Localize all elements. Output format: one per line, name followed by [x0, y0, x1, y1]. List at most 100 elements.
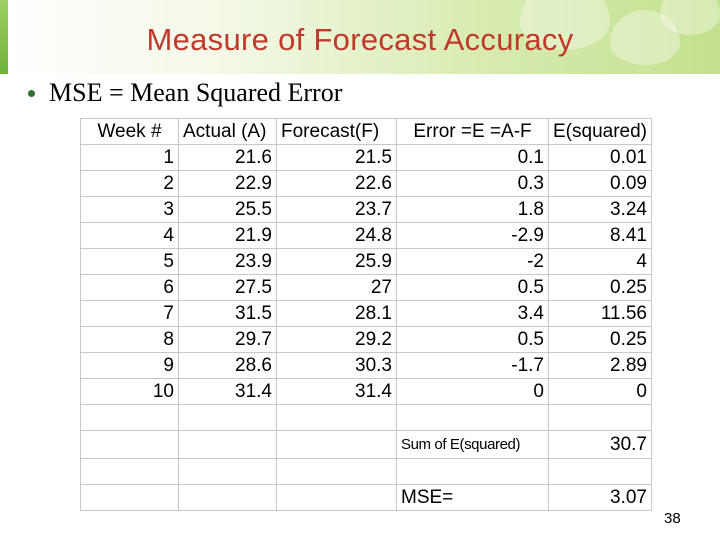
- table-cell-empty: [80, 404, 179, 431]
- table-row: 2 22.9 22.6 0.3 0.09: [80, 170, 652, 197]
- table-cell-empty: [276, 430, 397, 459]
- decorative-leaf-shape: [520, 0, 610, 50]
- table-cell: 28.1: [276, 300, 397, 327]
- table-cell: 9: [80, 352, 179, 379]
- table-cell-empty: [178, 404, 277, 431]
- table-cell: 31.4: [276, 378, 397, 405]
- table-cell: -1.7: [396, 352, 549, 379]
- table-cell: 21.6: [178, 144, 277, 171]
- table-cell: 25.5: [178, 196, 277, 223]
- summary-label: Sum of E(squared): [396, 430, 549, 459]
- table-cell: 2.89: [548, 352, 652, 379]
- table-cell: 10: [80, 378, 179, 405]
- table-cell: 0: [396, 378, 549, 405]
- table-row-empty: [80, 458, 652, 485]
- table-row: 1 21.6 21.5 0.1 0.01: [80, 144, 652, 171]
- table-cell-empty: [80, 484, 179, 511]
- table-row: 3 25.5 23.7 1.8 3.24: [80, 196, 652, 223]
- table-cell: 29.2: [276, 326, 397, 353]
- table-cell: -2.9: [396, 222, 549, 249]
- table-cell-empty: [548, 404, 652, 431]
- table-cell: 27: [276, 274, 397, 301]
- table-cell: -2: [396, 248, 549, 275]
- table-cell-empty: [396, 404, 549, 431]
- table-cell: 31.4: [178, 378, 277, 405]
- table-cell-empty: [80, 430, 179, 459]
- table-cell: 2: [80, 170, 179, 197]
- table-cell: 0: [548, 378, 652, 405]
- table-cell: 21.9: [178, 222, 277, 249]
- table-cell: 0.3: [396, 170, 549, 197]
- table-cell: 24.8: [276, 222, 397, 249]
- table-row-empty: [80, 404, 652, 431]
- table-cell: 23.9: [178, 248, 277, 275]
- table-cell-empty: [548, 458, 652, 485]
- table-row: 4 21.9 24.8 -2.9 8.41: [80, 222, 652, 249]
- column-header: Week #: [80, 118, 179, 145]
- table-cell: 25.9: [276, 248, 397, 275]
- table-row: 8 29.7 29.2 0.5 0.25: [80, 326, 652, 353]
- table-cell-empty: [178, 458, 277, 485]
- table-cell: 6: [80, 274, 179, 301]
- bullet-dot-icon: [28, 89, 35, 97]
- table-cell-empty: [276, 458, 397, 485]
- table-cell: 23.7: [276, 196, 397, 223]
- table-cell: 31.5: [178, 300, 277, 327]
- table-cell: 4: [548, 248, 652, 275]
- table-cell: 11.56: [548, 300, 652, 327]
- table-cell: 30.3: [276, 352, 397, 379]
- forecast-table: Week # Actual (A) Forecast(F) Error =E =…: [80, 118, 652, 511]
- table-cell: 3.24: [548, 196, 652, 223]
- table-cell: 21.5: [276, 144, 397, 171]
- table-cell: 5: [80, 248, 179, 275]
- bullet-item: MSE = Mean Squared Error: [28, 78, 342, 108]
- table-cell: 27.5: [178, 274, 277, 301]
- table-cell: 7: [80, 300, 179, 327]
- table-cell: 0.01: [548, 144, 652, 171]
- table-cell: 22.6: [276, 170, 397, 197]
- column-header: E(squared): [548, 118, 652, 145]
- table-cell: 0.25: [548, 274, 652, 301]
- decorative-leaf-shape: [610, 10, 680, 65]
- column-header: Forecast(F): [276, 118, 397, 145]
- summary-value: 3.07: [548, 484, 652, 511]
- table-cell-empty: [276, 404, 397, 431]
- table-cell-empty: [276, 484, 397, 511]
- table-cell: 0.25: [548, 326, 652, 353]
- table-row: 6 27.5 27 0.5 0.25: [80, 274, 652, 301]
- column-header: Error =E =A-F: [396, 118, 549, 145]
- table-cell: 3: [80, 196, 179, 223]
- table-row: 7 31.5 28.1 3.4 11.56: [80, 300, 652, 327]
- forecast-table-body: Week # Actual (A) Forecast(F) Error =E =…: [80, 118, 652, 511]
- summary-label: MSE=: [396, 484, 549, 511]
- header-band: [0, 0, 720, 74]
- summary-value: 30.7: [548, 430, 652, 459]
- table-cell: 3.4: [396, 300, 549, 327]
- page-number: 38: [664, 510, 681, 527]
- bullet-text: MSE = Mean Squared Error: [49, 78, 343, 107]
- table-cell-empty: [178, 484, 277, 511]
- column-header: Actual (A): [178, 118, 277, 145]
- decorative-leaf-shape: [660, 0, 720, 35]
- table-cell: 0.1: [396, 144, 549, 171]
- table-cell: 0.09: [548, 170, 652, 197]
- table-cell: 4: [80, 222, 179, 249]
- table-row: 10 31.4 31.4 0 0: [80, 378, 652, 405]
- table-cell-empty: [178, 430, 277, 459]
- table-cell: 28.6: [178, 352, 277, 379]
- table-row: 9 28.6 30.3 -1.7 2.89: [80, 352, 652, 379]
- table-cell: 8: [80, 326, 179, 353]
- summary-row: Sum of E(squared) 30.7: [80, 430, 652, 459]
- table-cell: 29.7: [178, 326, 277, 353]
- table-header-row: Week # Actual (A) Forecast(F) Error =E =…: [80, 118, 652, 145]
- table-cell-empty: [80, 458, 179, 485]
- header-accent-strip: [0, 0, 8, 74]
- table-cell: 1: [80, 144, 179, 171]
- table-cell: 0.5: [396, 326, 549, 353]
- table-row: 5 23.9 25.9 -2 4: [80, 248, 652, 275]
- table-cell: 1.8: [396, 196, 549, 223]
- table-cell: 22.9: [178, 170, 277, 197]
- slide-title: Measure of Forecast Accuracy: [146, 22, 574, 57]
- table-cell: 8.41: [548, 222, 652, 249]
- table-cell-empty: [396, 458, 549, 485]
